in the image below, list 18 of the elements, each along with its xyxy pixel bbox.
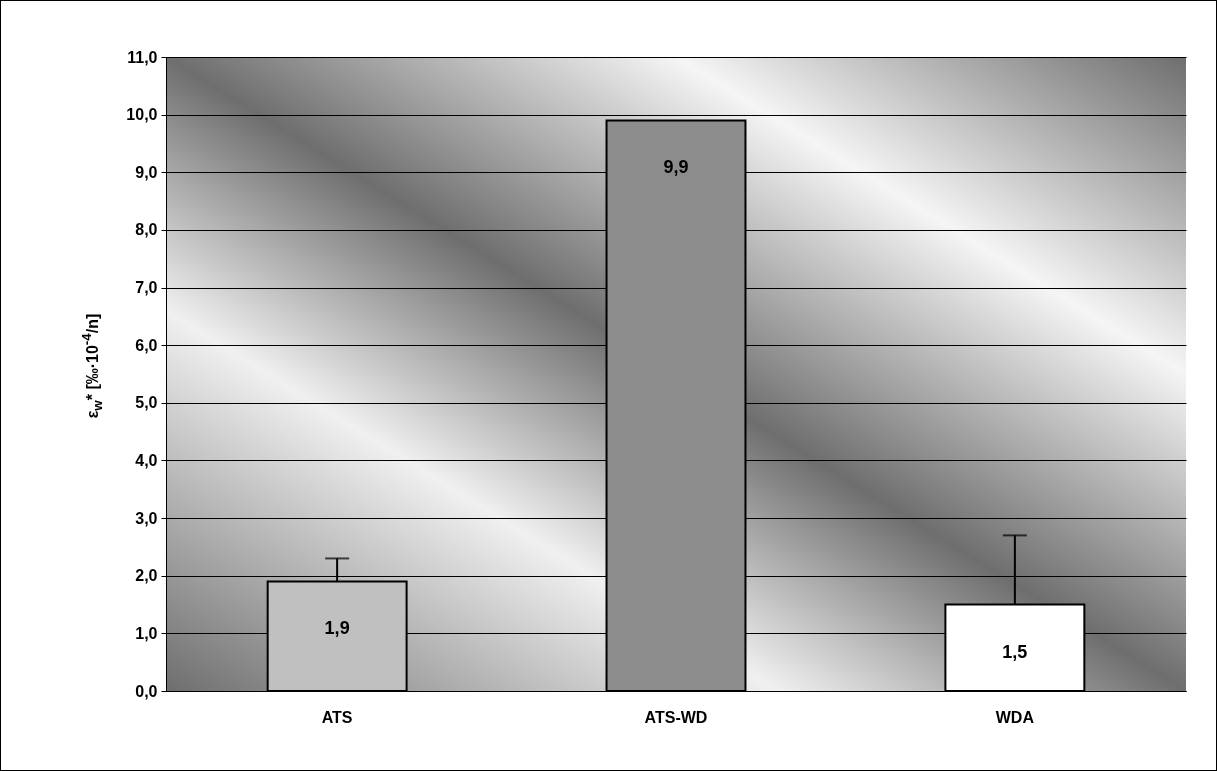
data-label: 1,5 bbox=[1002, 641, 1028, 662]
y-tick-label: 11,0 bbox=[127, 48, 158, 66]
y-tick-label: 9,0 bbox=[135, 163, 158, 181]
y-tick-label: 7,0 bbox=[135, 279, 158, 297]
data-label: 9,9 bbox=[663, 157, 689, 178]
y-tick-label: 6,0 bbox=[135, 336, 158, 354]
y-tick-label: 10,0 bbox=[126, 106, 158, 124]
y-tick-label: 8,0 bbox=[135, 221, 158, 239]
y-tick-label: 3,0 bbox=[135, 509, 158, 527]
y-tick-label: 5,0 bbox=[135, 394, 158, 412]
data-label: 1,9 bbox=[324, 618, 350, 639]
y-tick-label: 4,0 bbox=[135, 451, 158, 469]
y-tick-label: 2,0 bbox=[135, 567, 158, 585]
y-tick-label: 1,0 bbox=[135, 624, 158, 642]
x-tick-label: ATS bbox=[321, 708, 353, 726]
x-tick-label: WDA bbox=[995, 708, 1035, 726]
y-tick-label: 0,0 bbox=[135, 682, 158, 700]
x-tick-label: ATS-WD bbox=[644, 708, 708, 726]
